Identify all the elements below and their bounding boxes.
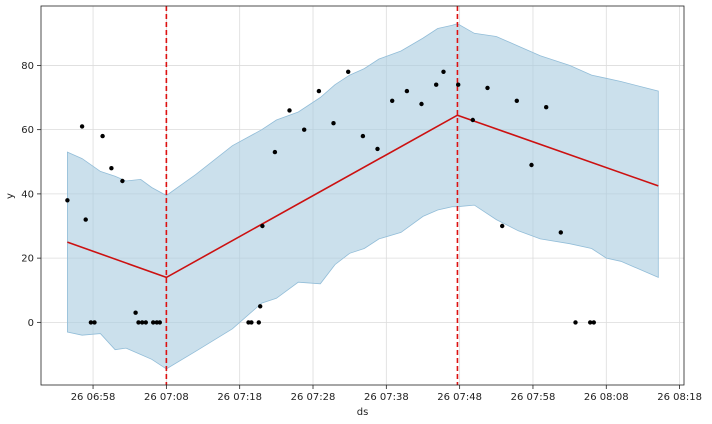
observed-point-18 — [258, 304, 263, 309]
x-tick-label-6: 26 07:58 — [511, 392, 556, 403]
observed-point-17 — [256, 320, 261, 325]
observed-point-34 — [470, 117, 475, 123]
observed-point-37 — [514, 98, 519, 104]
observed-point-5 — [100, 133, 105, 139]
y-tick-label-4: 80 — [21, 61, 34, 72]
y-tick-label-2: 40 — [21, 189, 34, 200]
observed-point-20 — [272, 149, 278, 155]
observed-point-26 — [360, 133, 366, 139]
x-tick-label-2: 26 07:18 — [217, 392, 262, 403]
observed-point-30 — [419, 101, 424, 107]
observed-points — [65, 69, 596, 325]
x-tick-label-4: 26 07:38 — [364, 392, 409, 403]
observed-point-42 — [588, 320, 593, 325]
observed-point-43 — [591, 320, 596, 325]
y-tick-label-3: 60 — [21, 125, 34, 136]
observed-point-31 — [434, 82, 439, 87]
observed-point-7 — [120, 178, 125, 184]
uncertainty-band — [67, 23, 659, 370]
observed-point-3 — [88, 320, 94, 325]
x-tick-label-5: 26 07:48 — [437, 392, 482, 403]
plot-frame — [40, 5, 685, 386]
observed-point-39 — [544, 105, 549, 110]
observed-point-33 — [456, 82, 461, 87]
y-tick-label-1: 20 — [21, 254, 34, 265]
observed-point-4 — [92, 320, 97, 325]
observed-point-32 — [441, 69, 446, 75]
observed-point-0 — [65, 198, 70, 203]
observed-point-21 — [287, 108, 292, 113]
observed-point-36 — [500, 223, 505, 229]
observed-point-19 — [260, 223, 265, 229]
trend-line-group — [67, 114, 659, 279]
observed-point-27 — [375, 146, 380, 152]
observed-point-28 — [390, 98, 395, 104]
observed-point-2 — [83, 217, 88, 222]
observed-point-14 — [157, 320, 162, 325]
observed-point-11 — [143, 320, 148, 325]
observed-point-6 — [109, 166, 114, 171]
observed-point-41 — [573, 320, 578, 325]
observed-point-1 — [79, 124, 85, 129]
observed-point-12 — [151, 320, 156, 325]
observed-point-24 — [331, 121, 336, 126]
x-tick-label-8: 26 08:18 — [657, 392, 702, 403]
observed-point-25 — [346, 69, 351, 75]
observed-point-22 — [302, 127, 307, 132]
y-tick-label-0: 0 — [28, 318, 34, 329]
x-tick-label-7: 26 08:08 — [584, 392, 629, 403]
axis-ticks: 26 06:58 26 07:08 26 07:18 26 07:28 26 07:38… — [21, 61, 702, 403]
observed-point-23 — [316, 88, 322, 94]
observed-point-10 — [140, 320, 145, 325]
uncertainty-band-group — [67, 23, 659, 370]
observed-point-40 — [558, 230, 563, 235]
observed-point-29 — [404, 88, 410, 94]
observed-point-35 — [485, 85, 490, 91]
observed-point-9 — [136, 320, 141, 325]
y-axis-label: y — [5, 193, 16, 199]
observed-point-38 — [529, 162, 534, 168]
observed-point-16 — [249, 320, 254, 325]
changepoint-lines — [165, 6, 459, 385]
x-tick-label-0: 26 06:58 — [71, 392, 116, 403]
x-tick-label-3: 26 07:28 — [291, 392, 336, 403]
x-tick-label-1: 26 07:08 — [144, 392, 189, 403]
trend-line — [67, 114, 659, 279]
x-axis-label: ds — [357, 407, 369, 418]
observed-point-8 — [133, 310, 138, 315]
